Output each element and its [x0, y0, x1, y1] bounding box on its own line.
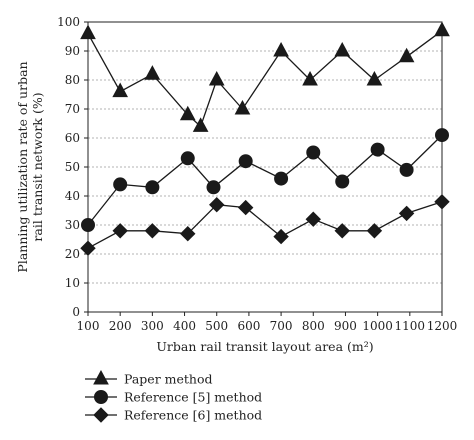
data-point-diamond [180, 225, 196, 242]
x-tick-label: 600 [237, 319, 260, 333]
legend-item: Reference [6] method [85, 407, 262, 423]
data-point-diamond [305, 211, 321, 227]
series-triangle [80, 21, 450, 132]
legend-label: Paper method [124, 372, 213, 387]
tick-labels: 0 10 20 30 40 50 60 70 80 90 100 100 200 300 400 500 600… [57, 15, 457, 333]
axis-ticks [84, 21, 443, 316]
data-point-diamond [398, 205, 415, 222]
data-point-circle [274, 171, 289, 186]
data-point-circle [435, 128, 449, 143]
data-point-triangle [179, 105, 196, 121]
data-point-triangle [208, 70, 225, 86]
series-line [87, 30, 443, 128]
data-point-circle [370, 142, 385, 157]
data-point-diamond [273, 228, 289, 245]
data-point-circle [238, 154, 253, 169]
y-tick-label: 60 [65, 131, 80, 145]
x-tick-label: 1200 [427, 319, 458, 333]
x-tick-label: 300 [141, 319, 164, 333]
data-point-triangle [80, 24, 96, 40]
data-point-diamond [209, 196, 225, 213]
x-tick-label: 200 [109, 319, 132, 333]
data-point-triangle [234, 99, 251, 115]
series-layer [80, 21, 450, 256]
data-point-diamond [144, 223, 161, 239]
series-circle [81, 128, 449, 232]
legend-label: Reference [6] method [124, 408, 262, 423]
legend-item: Reference [5] method [85, 390, 262, 405]
data-point-diamond [237, 199, 254, 216]
y-tick-label: 0 [72, 305, 80, 319]
data-point-circle [113, 177, 128, 192]
data-point-diamond [366, 223, 383, 239]
y-axis-label-line: Planning utilization rate of urban [15, 61, 30, 272]
data-point-diamond [112, 223, 128, 239]
legend-marker-diamond [93, 407, 109, 423]
x-axis-label: Urban rail transit layout area (m²) [156, 339, 373, 354]
data-point-diamond [80, 240, 96, 256]
series-line [87, 134, 443, 226]
legend: Paper method Reference [5] method Referenc… [85, 369, 262, 423]
y-tick-label: 10 [65, 276, 80, 290]
data-point-triangle [398, 47, 415, 63]
data-point-circle [306, 145, 321, 160]
legend-marker-triangle [93, 369, 109, 385]
data-point-diamond [334, 223, 350, 239]
data-point-triangle [302, 70, 318, 86]
x-tick-label: 1000 [362, 319, 393, 333]
x-tick-label: 800 [302, 319, 325, 333]
x-tick-label: 1100 [395, 319, 426, 333]
series-diamond [80, 194, 450, 256]
grid-lines [88, 50, 442, 284]
x-tick-label: 700 [270, 319, 293, 333]
y-tick-label: 100 [57, 15, 80, 29]
data-point-circle [335, 174, 350, 189]
legend-item: Paper method [85, 369, 213, 387]
data-point-triangle [273, 41, 289, 57]
data-point-triangle [366, 70, 383, 86]
data-point-triangle [334, 41, 351, 57]
y-tick-label: 40 [65, 189, 80, 203]
data-point-triangle [192, 117, 209, 132]
y-tick-label: 90 [65, 44, 80, 58]
data-point-circle [180, 151, 195, 166]
x-tick-label: 500 [205, 319, 228, 333]
data-point-triangle [112, 82, 129, 98]
data-point-circle [145, 180, 160, 195]
data-point-circle [206, 180, 221, 195]
y-tick-label: 20 [65, 247, 80, 261]
legend-label: Reference [5] method [124, 390, 262, 405]
y-axis-label-line: rail transit network (%) [30, 92, 45, 241]
y-tick-label: 50 [65, 160, 80, 174]
x-tick-label: 400 [173, 319, 196, 333]
data-point-circle [399, 162, 414, 177]
x-tick-label: 100 [77, 319, 100, 333]
data-point-circle [81, 218, 95, 232]
y-tick-label: 30 [65, 218, 80, 232]
y-tick-label: 70 [65, 102, 80, 116]
legend-marker-circle [94, 390, 108, 404]
data-point-diamond [434, 194, 450, 210]
y-axis-label: Planning utilization rate of urbanrail t… [15, 61, 45, 272]
data-point-triangle [434, 21, 450, 37]
data-point-triangle [144, 65, 161, 80]
y-tick-label: 80 [65, 73, 80, 87]
x-tick-label: 900 [334, 319, 357, 333]
